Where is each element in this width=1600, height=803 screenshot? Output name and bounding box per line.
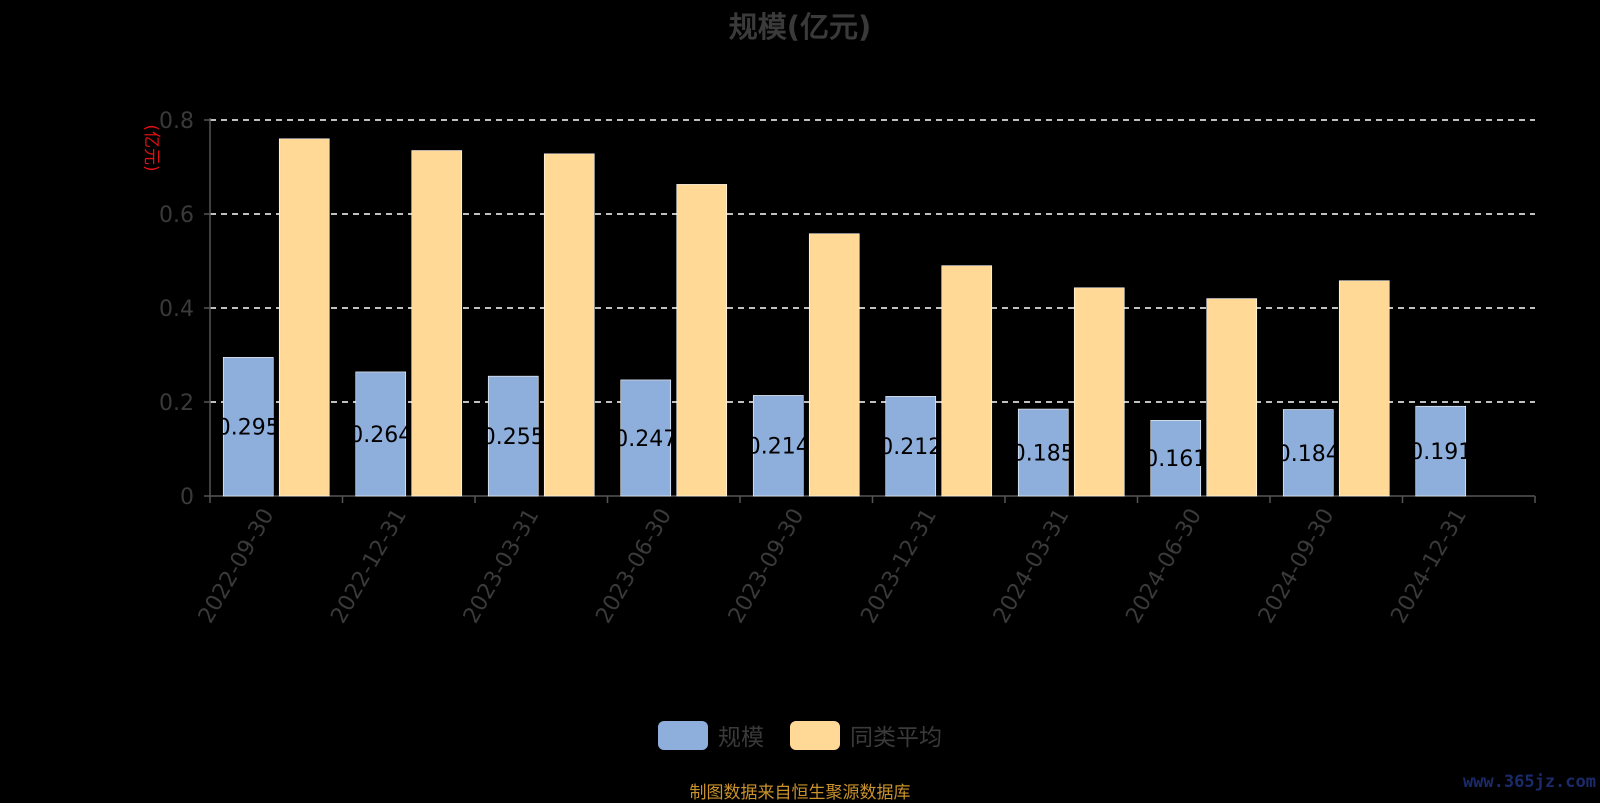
chart-legend: 规模 同类平均 — [0, 718, 1600, 752]
x-tick-label: 2024-09-30 — [1254, 505, 1340, 628]
bar-peer-average — [1073, 287, 1125, 497]
data-label: 0.212 — [879, 435, 942, 460]
legend-item-scale[interactable]: 规模 — [658, 718, 764, 752]
bar-peer-average — [411, 150, 463, 497]
bar-scale — [487, 375, 539, 497]
bar-scale — [222, 357, 274, 497]
x-tick-label: 2023-12-31 — [856, 505, 942, 628]
bar-peer-average — [676, 184, 728, 497]
legend-swatch-scale — [658, 720, 708, 750]
legend-label-peer-average: 同类平均 — [850, 725, 942, 751]
y-tick-label: 0 — [180, 485, 194, 510]
y-tick-label: 0.8 — [159, 109, 194, 134]
data-label: 0.185 — [1012, 442, 1075, 467]
bar-scale — [1415, 405, 1467, 497]
bar-scale — [885, 396, 937, 497]
y-tick-label: 0.2 — [159, 391, 194, 416]
legend-label-scale: 规模 — [718, 725, 764, 751]
bar-peer-average — [941, 265, 993, 497]
x-tick-label: 2023-09-30 — [724, 505, 810, 628]
bar-scale — [620, 379, 672, 497]
x-tick-label: 2024-12-31 — [1386, 505, 1472, 628]
bar-peer-average — [543, 153, 595, 497]
chart-title: 规模(亿元) — [728, 10, 872, 44]
bar-scale — [752, 395, 804, 497]
x-tick-label: 2023-06-30 — [591, 505, 677, 628]
data-label: 0.295 — [217, 416, 280, 441]
x-tick-label: 2022-09-30 — [194, 505, 280, 628]
data-label: 0.264 — [349, 423, 412, 448]
x-tick-label: 2022-12-31 — [326, 505, 412, 628]
y-tick-label: 0.4 — [159, 297, 194, 322]
data-label: 0.184 — [1277, 442, 1340, 467]
bar-scale — [1150, 420, 1202, 497]
legend-item-peer-average[interactable]: 同类平均 — [790, 718, 942, 752]
legend-swatch-peer-average — [790, 720, 840, 750]
bar-scale — [1282, 409, 1334, 497]
x-tick-label: 2023-03-31 — [459, 505, 545, 628]
bar-scale — [355, 371, 407, 497]
bar-peer-average — [278, 138, 330, 497]
y-tick-label: 0.6 — [159, 203, 194, 228]
data-label: 0.214 — [747, 435, 810, 460]
data-label: 0.191 — [1409, 440, 1472, 465]
x-tick-label: 2024-03-31 — [989, 505, 1075, 628]
bar-scale — [1017, 408, 1069, 497]
data-source-note: 制图数据来自恒生聚源数据库 — [689, 783, 911, 803]
bar-peer-average — [1206, 298, 1258, 497]
data-label: 0.255 — [482, 425, 545, 450]
bar-peer-average — [808, 233, 860, 497]
watermark: www.365jz.com — [1462, 772, 1596, 792]
data-label: 0.161 — [1144, 447, 1207, 472]
x-tick-label: 2024-06-30 — [1121, 505, 1207, 628]
data-label: 0.247 — [614, 427, 677, 452]
bar-peer-average — [1338, 280, 1390, 497]
y-axis-label: (亿元) — [141, 124, 161, 171]
